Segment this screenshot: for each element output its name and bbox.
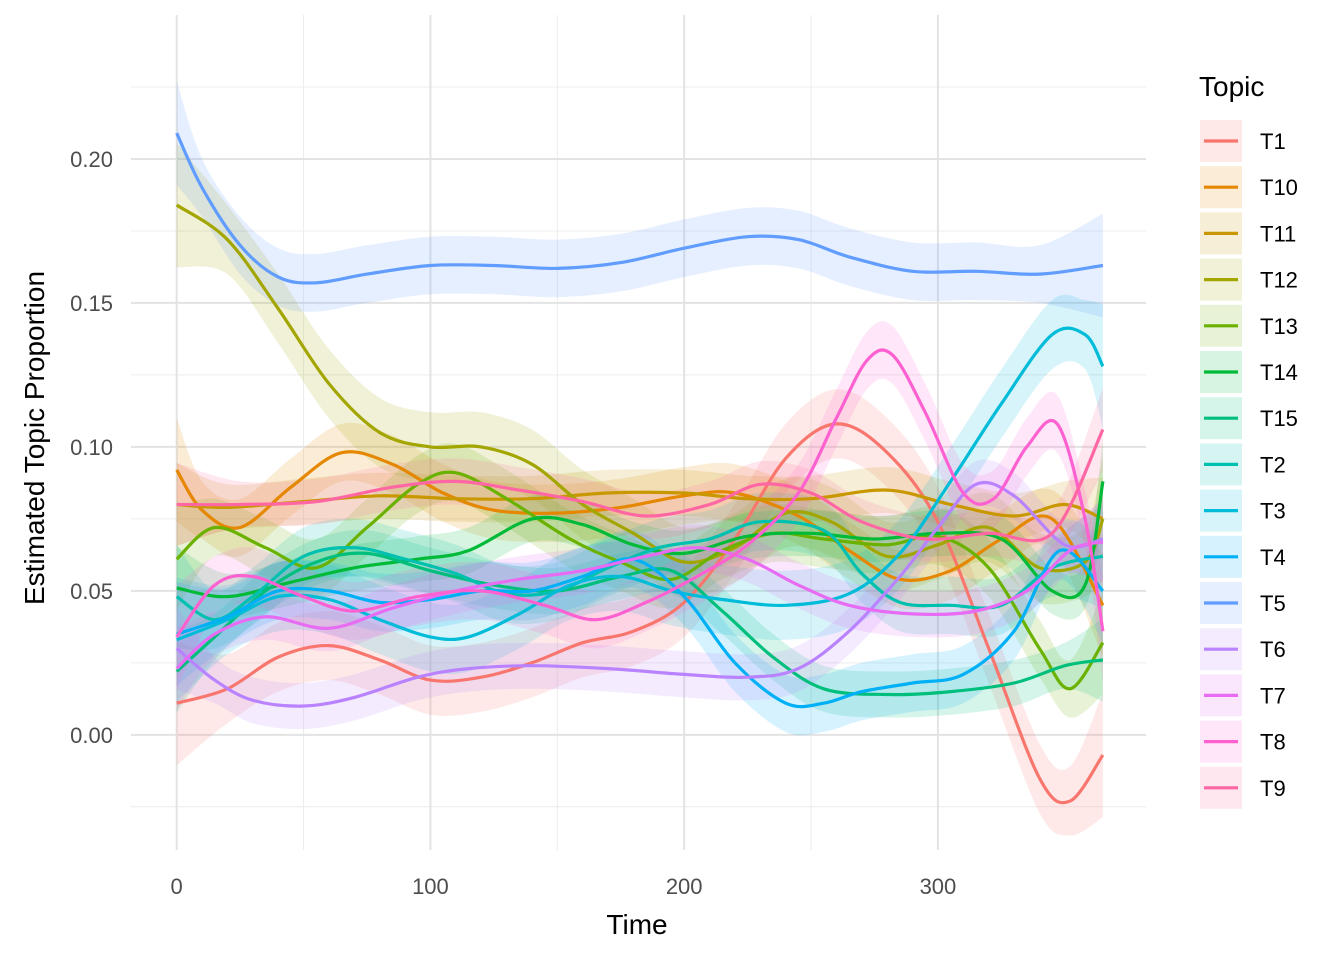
legend-item-t14: T14 xyxy=(1200,351,1298,393)
y-tick-label: 0.10 xyxy=(70,435,113,460)
legend-item-t9: T9 xyxy=(1200,766,1286,809)
band-t12 xyxy=(176,142,1103,605)
legend-label: T9 xyxy=(1260,776,1286,801)
band-t10 xyxy=(176,418,1103,658)
legend-item-t13: T13 xyxy=(1200,304,1298,347)
x-tick-label: 300 xyxy=(920,874,957,899)
legend-item-t4: T4 xyxy=(1200,535,1286,578)
x-axis-title: Time xyxy=(606,909,667,940)
legend-item-t1: T1 xyxy=(1200,120,1286,162)
legend-title: Topic xyxy=(1199,71,1264,102)
y-tick-label: 0.15 xyxy=(70,291,113,316)
legend-label: T5 xyxy=(1260,591,1286,616)
band-t5 xyxy=(176,81,1103,318)
legend-item-t8: T8 xyxy=(1200,720,1286,763)
band-t11 xyxy=(176,463,1103,561)
y-tick-label: 0.00 xyxy=(70,723,113,748)
series-line-t5 xyxy=(175,132,1104,285)
x-axis-ticks: 0 100 200 300 xyxy=(171,874,957,899)
y-axis-title: Estimated Topic Proportion xyxy=(19,271,50,605)
series-line-t15 xyxy=(175,551,1104,697)
legend-item-t2: T2 xyxy=(1200,443,1286,486)
legend-label: T10 xyxy=(1260,175,1298,200)
legend-label: T1 xyxy=(1260,129,1286,154)
band-t15 xyxy=(176,530,1103,718)
x-tick-label: 100 xyxy=(412,874,449,899)
y-tick-label: 0.05 xyxy=(70,579,113,604)
series-line-t12 xyxy=(175,203,1105,573)
legend: Topic T1 T10 T11 T12 T13 T14 T15 T2 T3 T4 T5 T6 T7 T8… xyxy=(1199,71,1298,809)
legend-items: T1 T10 T11 T12 T13 T14 T15 T2 T3 T4 T5 T6 T7 T8 T9 xyxy=(1200,120,1298,809)
band-t1 xyxy=(176,389,1103,836)
series-line-t10 xyxy=(175,450,1105,607)
grid-minor xyxy=(131,15,1146,850)
band-t4 xyxy=(176,519,1103,736)
legend-item-t11: T11 xyxy=(1200,212,1296,255)
legend-label: T12 xyxy=(1260,268,1298,293)
band-t14 xyxy=(176,440,1103,630)
legend-label: T14 xyxy=(1260,360,1298,385)
band-t6 xyxy=(176,459,1103,730)
legend-item-t12: T12 xyxy=(1200,258,1298,301)
y-axis-ticks: 0.00 0.05 0.10 0.15 0.20 xyxy=(70,147,113,748)
legend-label: T3 xyxy=(1260,499,1286,524)
legend-label: T4 xyxy=(1260,545,1286,570)
series-lines xyxy=(175,132,1105,805)
legend-item-t5: T5 xyxy=(1200,582,1286,624)
legend-label: T2 xyxy=(1260,452,1286,477)
series-line-t6 xyxy=(175,480,1104,708)
legend-item-t10: T10 xyxy=(1200,166,1298,209)
legend-label: T11 xyxy=(1260,221,1296,246)
legend-item-t3: T3 xyxy=(1200,489,1286,532)
legend-label: T8 xyxy=(1260,730,1286,755)
legend-label: T7 xyxy=(1260,683,1286,708)
series-line-t8 xyxy=(175,348,1105,638)
x-tick-label: 0 xyxy=(171,874,183,899)
legend-label: T13 xyxy=(1260,314,1298,339)
grid-major xyxy=(131,15,1146,850)
legend-label: T6 xyxy=(1260,637,1286,662)
y-tick-label: 0.20 xyxy=(70,147,113,172)
band-t9 xyxy=(176,388,1103,563)
series-line-t7 xyxy=(175,540,1104,670)
series-line-t4 xyxy=(176,548,1105,709)
band-t8 xyxy=(176,321,1103,689)
legend-item-t7: T7 xyxy=(1200,674,1286,717)
legend-label: T15 xyxy=(1260,406,1298,431)
series-line-t14 xyxy=(176,481,1105,600)
legend-item-t15: T15 xyxy=(1200,397,1298,440)
series-line-t2 xyxy=(175,519,1104,622)
x-tick-label: 200 xyxy=(666,874,703,899)
series-line-t9 xyxy=(176,428,1105,543)
legend-item-t6: T6 xyxy=(1200,628,1286,671)
